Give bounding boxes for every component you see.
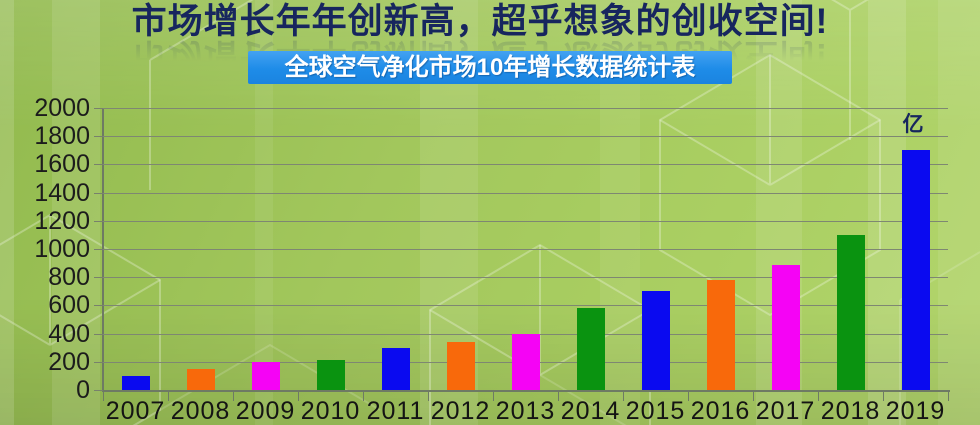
x-axis-tick [688,392,689,401]
chart-title-banner: 全球空气净化市场10年增长数据统计表 [248,51,732,84]
y-axis-tick [94,164,103,166]
x-axis-tick [753,392,754,401]
x-axis-label-2017: 2017 [755,397,816,425]
gridline-1800 [103,136,948,138]
y-axis-label-1000: 1000 [34,235,90,263]
x-axis-label-2014: 2014 [560,397,621,425]
y-axis-label-400: 400 [48,319,90,348]
x-axis-tick [233,392,234,401]
x-axis-tick [103,392,104,401]
y-axis-label-0: 0 [76,376,90,404]
x-axis-tick [558,392,559,401]
x-axis-label-2013: 2013 [495,397,556,425]
bar-2007 [121,375,150,390]
bar-2009 [251,361,280,390]
bar-2010 [316,360,345,390]
page-title: 市场增长年年创新高，超乎想象的创收空间! [131,2,829,41]
x-axis-tick [948,392,949,401]
bar-2016 [706,280,735,390]
bar-2018 [836,234,865,390]
y-axis-tick [94,390,103,391]
bar-2012 [446,342,475,390]
y-axis-label-200: 200 [48,347,90,376]
x-axis-label-2009: 2009 [235,397,296,425]
x-axis-tick [493,392,494,401]
bar-2015 [641,291,670,390]
x-axis-label-2016: 2016 [690,397,751,425]
x-axis-label-2019: 2019 [885,397,946,425]
gridline-1600 [103,164,948,166]
y-axis-label-600: 600 [48,291,90,320]
y-axis-tick [94,249,103,250]
x-axis-tick [623,392,624,401]
y-axis-tick [94,108,103,109]
y-axis-unit-label: 亿 [902,113,924,136]
bar-2008 [186,368,215,390]
x-axis-line [102,390,950,392]
y-axis-label-1400: 1400 [34,178,90,207]
gridline-1400 [103,192,948,194]
gridline-1000 [103,249,948,250]
x-axis-label-2011: 2011 [366,397,425,425]
gridline-2000 [103,108,948,109]
y-axis-tick [94,305,103,307]
y-axis-tick [94,192,103,194]
y-axis-label-1800: 1800 [34,122,90,151]
y-axis-tick [94,136,103,138]
y-axis-tick [94,361,103,363]
x-axis-tick [168,392,169,401]
y-axis-label-800: 800 [48,263,90,292]
bar-2017 [771,264,800,390]
y-axis-label-1600: 1600 [34,150,90,179]
bar-2011 [381,347,410,390]
x-axis-label-2007: 2007 [105,397,166,425]
gridline-1200 [103,220,948,222]
x-axis-tick [883,392,884,401]
x-axis-tick [428,392,429,401]
x-axis-label-2008: 2008 [170,397,231,425]
bar-2014 [576,308,605,390]
y-axis-line [102,108,104,392]
y-axis-tick [94,333,103,335]
y-axis-tick [94,277,103,279]
bar-2013 [511,333,540,390]
gridline-800 [103,277,948,279]
y-axis-tick [94,220,103,222]
x-axis-tick [818,392,819,401]
y-axis-label-1200: 1200 [34,206,90,235]
x-axis-label-2010: 2010 [300,397,361,425]
x-axis-label-2015: 2015 [625,397,686,425]
bar-2019 [901,150,930,390]
bar-chart-plot-area: 0 200 400 600 800 1000 1200 1400 1600 1800 2000 200… [34,96,950,425]
x-axis-tick [363,392,364,401]
x-axis-label-2012: 2012 [430,397,491,425]
y-axis-label-2000: 2000 [34,94,90,122]
gridline-600 [103,305,948,307]
x-axis-tick [298,392,299,401]
x-axis-label-2018: 2018 [820,397,881,425]
